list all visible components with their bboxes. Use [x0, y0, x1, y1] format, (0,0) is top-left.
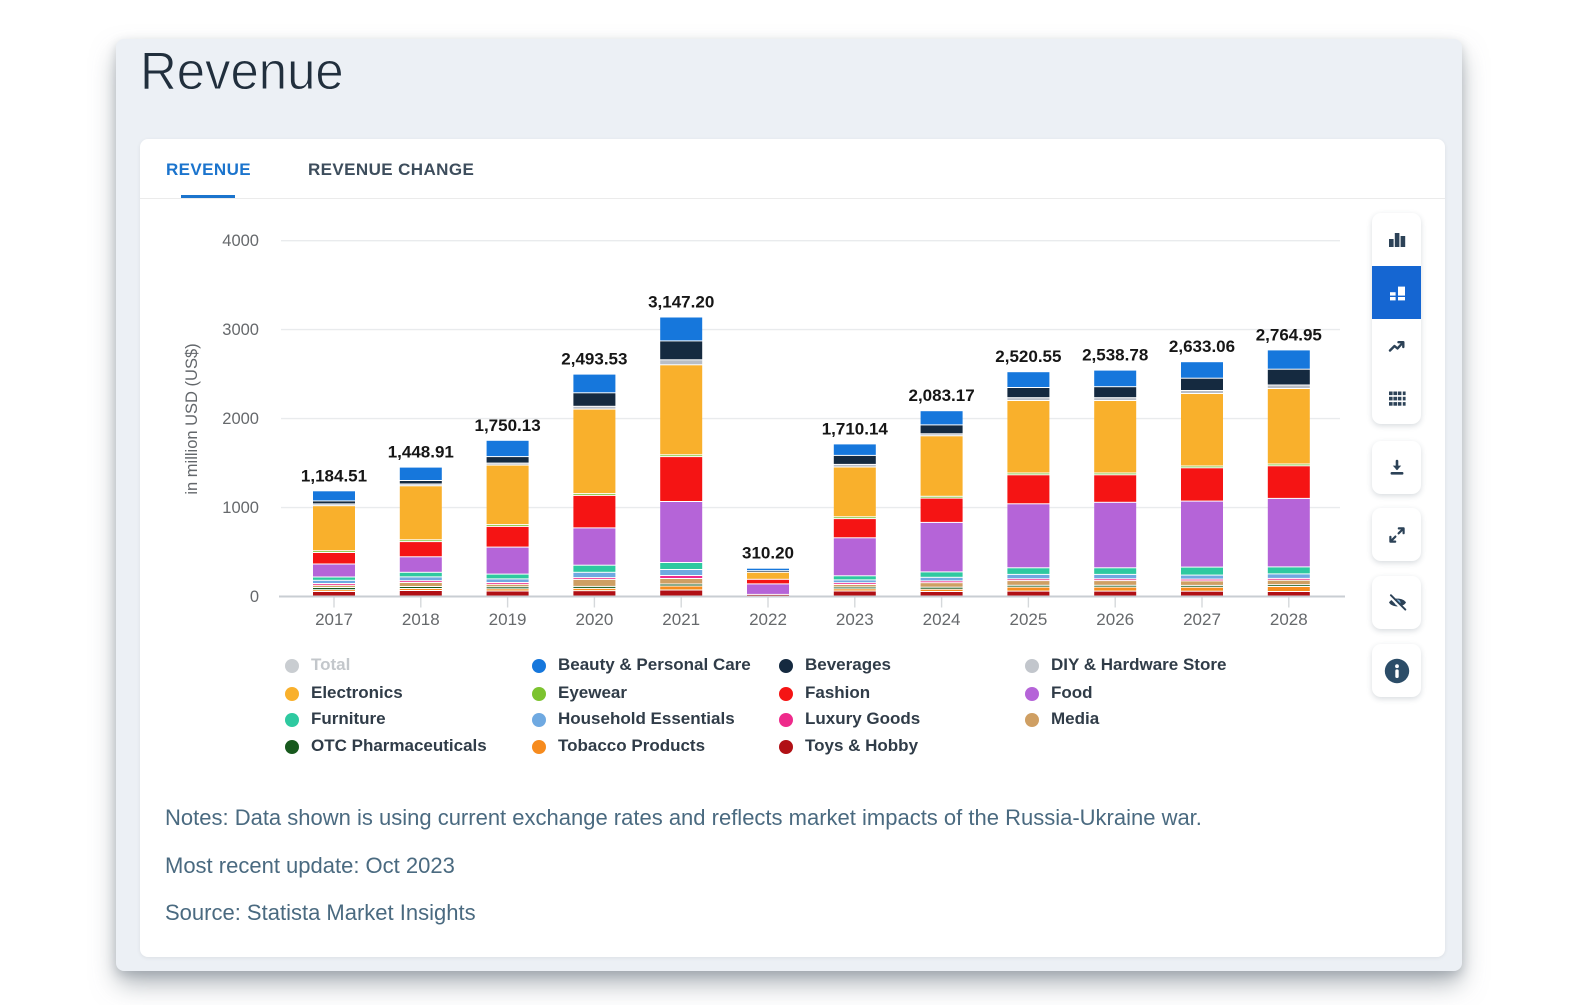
svg-text:3000: 3000	[222, 321, 259, 339]
svg-text:2,493.53: 2,493.53	[561, 350, 627, 369]
svg-text:2027: 2027	[1183, 610, 1221, 629]
svg-text:2017: 2017	[315, 610, 353, 629]
svg-text:1000: 1000	[222, 499, 259, 517]
svg-text:1,184.51: 1,184.51	[301, 466, 367, 485]
svg-text:1,710.14: 1,710.14	[822, 419, 889, 438]
svg-text:2021: 2021	[662, 610, 700, 629]
svg-text:2,538.78: 2,538.78	[1082, 346, 1148, 365]
svg-text:2022: 2022	[749, 610, 787, 629]
svg-text:4000: 4000	[222, 232, 259, 250]
svg-text:0: 0	[250, 588, 259, 606]
svg-text:2018: 2018	[402, 610, 440, 629]
svg-text:1,750.13: 1,750.13	[475, 416, 541, 435]
svg-text:2023: 2023	[836, 610, 874, 629]
svg-text:2,633.06: 2,633.06	[1169, 337, 1235, 356]
svg-text:2020: 2020	[575, 610, 613, 629]
svg-text:2000: 2000	[222, 410, 259, 428]
svg-text:2025: 2025	[1009, 610, 1047, 629]
svg-text:1,448.91: 1,448.91	[388, 443, 454, 462]
svg-text:in million USD (US$): in million USD (US$)	[183, 343, 201, 494]
svg-text:310.20: 310.20	[742, 544, 794, 563]
svg-text:2019: 2019	[489, 610, 527, 629]
svg-text:2,764.95: 2,764.95	[1256, 325, 1322, 344]
svg-text:2,083.17: 2,083.17	[909, 386, 975, 405]
svg-text:2026: 2026	[1096, 610, 1134, 629]
svg-text:2,520.55: 2,520.55	[995, 347, 1061, 366]
svg-text:2028: 2028	[1270, 610, 1308, 629]
svg-text:2024: 2024	[923, 610, 961, 629]
svg-text:3,147.20: 3,147.20	[648, 293, 714, 312]
